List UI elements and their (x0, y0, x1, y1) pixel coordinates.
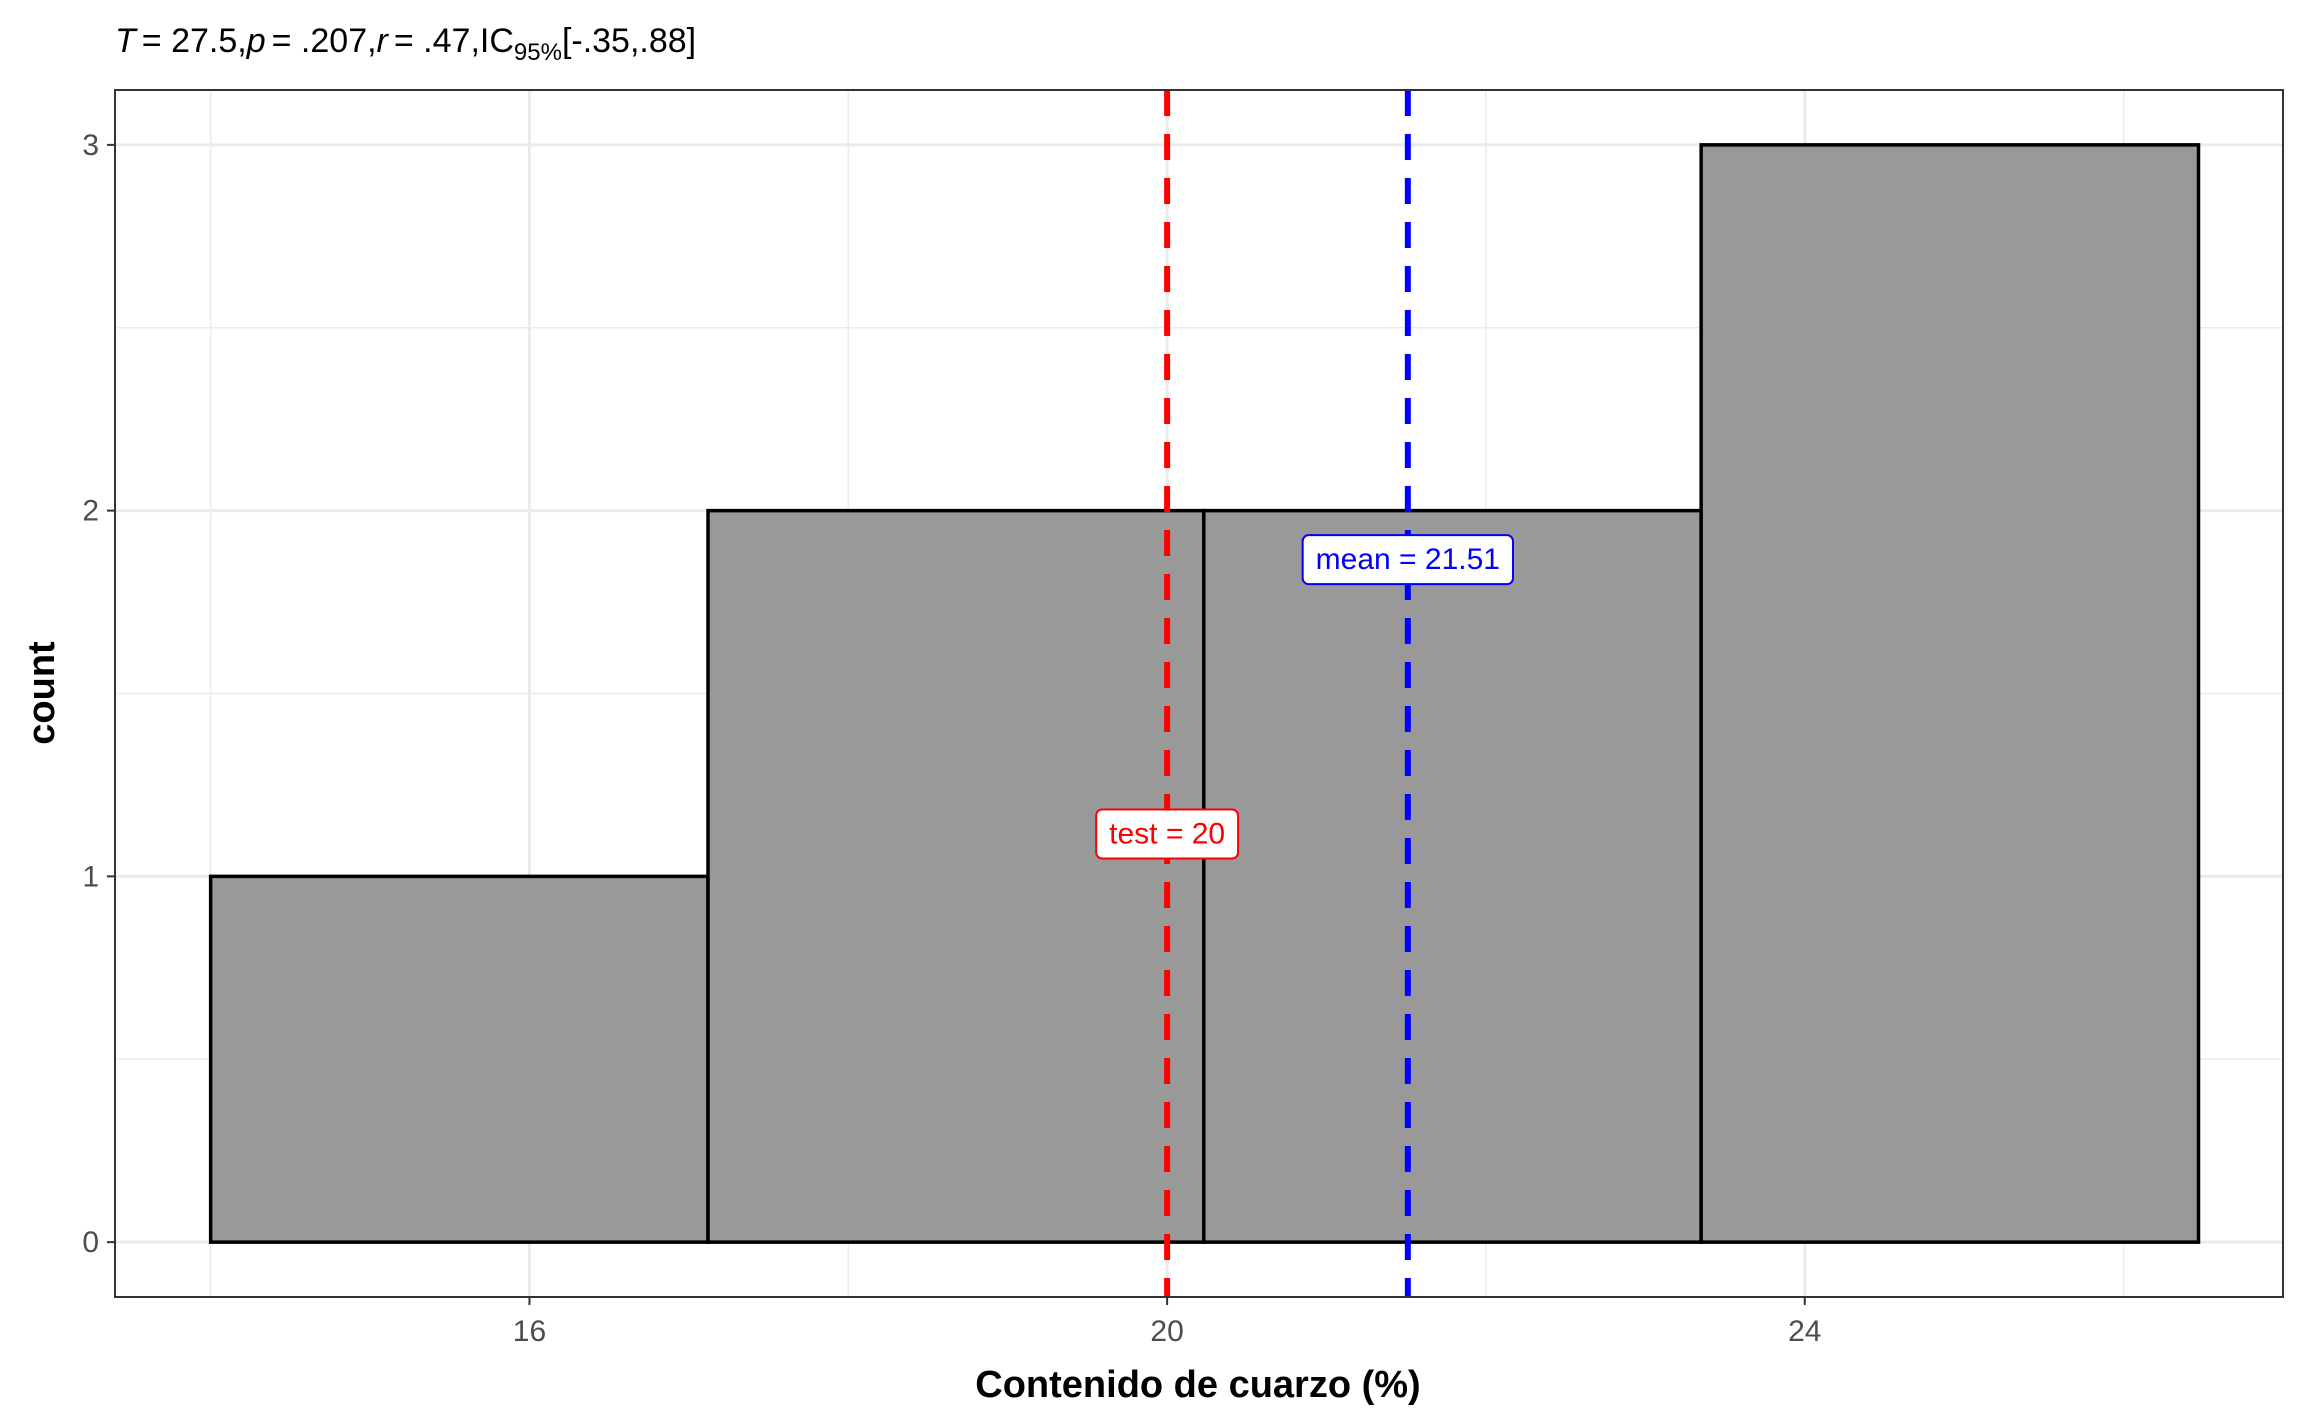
x-tick-label: 24 (1788, 1315, 1821, 1348)
test-label-box (1095, 808, 1240, 860)
mean-label-text: mean = 21.51 (1316, 543, 1500, 576)
p-name: p (246, 22, 266, 60)
bars-layer (208, 143, 2201, 1244)
histogram-bar (208, 874, 710, 1244)
ci-value: [-.35,.88] (562, 22, 696, 60)
histogram-bar (1202, 508, 1703, 1244)
y-tick-label: 2 (82, 495, 99, 528)
r-name: r (377, 22, 390, 60)
mean-label: mean = 21.51 (1301, 534, 1514, 586)
panel-border (114, 89, 2284, 1298)
r-value: = .47, (394, 22, 480, 60)
x-tick-label: 20 (1150, 1315, 1183, 1348)
chart-subtitle: T = 27.5,p = .207,r = .47,IC95%[-.35,.88] (115, 22, 696, 66)
stat-value: = 27.5, (142, 22, 247, 60)
stat-name: T (115, 22, 138, 60)
ticks-layer: 16 20 24 0 1 2 3 (82, 129, 1821, 1348)
histogram-bar (706, 508, 1206, 1244)
test-label: test = 20 (1095, 808, 1240, 860)
mean-label-box (1301, 534, 1514, 586)
histogram-bar (1699, 143, 2201, 1244)
ci-name: IC (480, 22, 514, 60)
y-tick-label: 0 (82, 1226, 99, 1259)
p-value: = .207, (272, 22, 377, 60)
test-label-text: test = 20 (1109, 817, 1225, 850)
y-axis-title: count (21, 641, 63, 745)
y-tick-label: 1 (82, 860, 99, 893)
y-tick-label: 3 (82, 129, 99, 162)
x-tick-label: 16 (513, 1315, 546, 1348)
reference-lines-layer: test = 20 mean = 21.51 (1095, 90, 1514, 1297)
x-axis-title: Contenido de cuarzo (%) (975, 1364, 1420, 1406)
ci-subscript: 95% (514, 39, 562, 66)
